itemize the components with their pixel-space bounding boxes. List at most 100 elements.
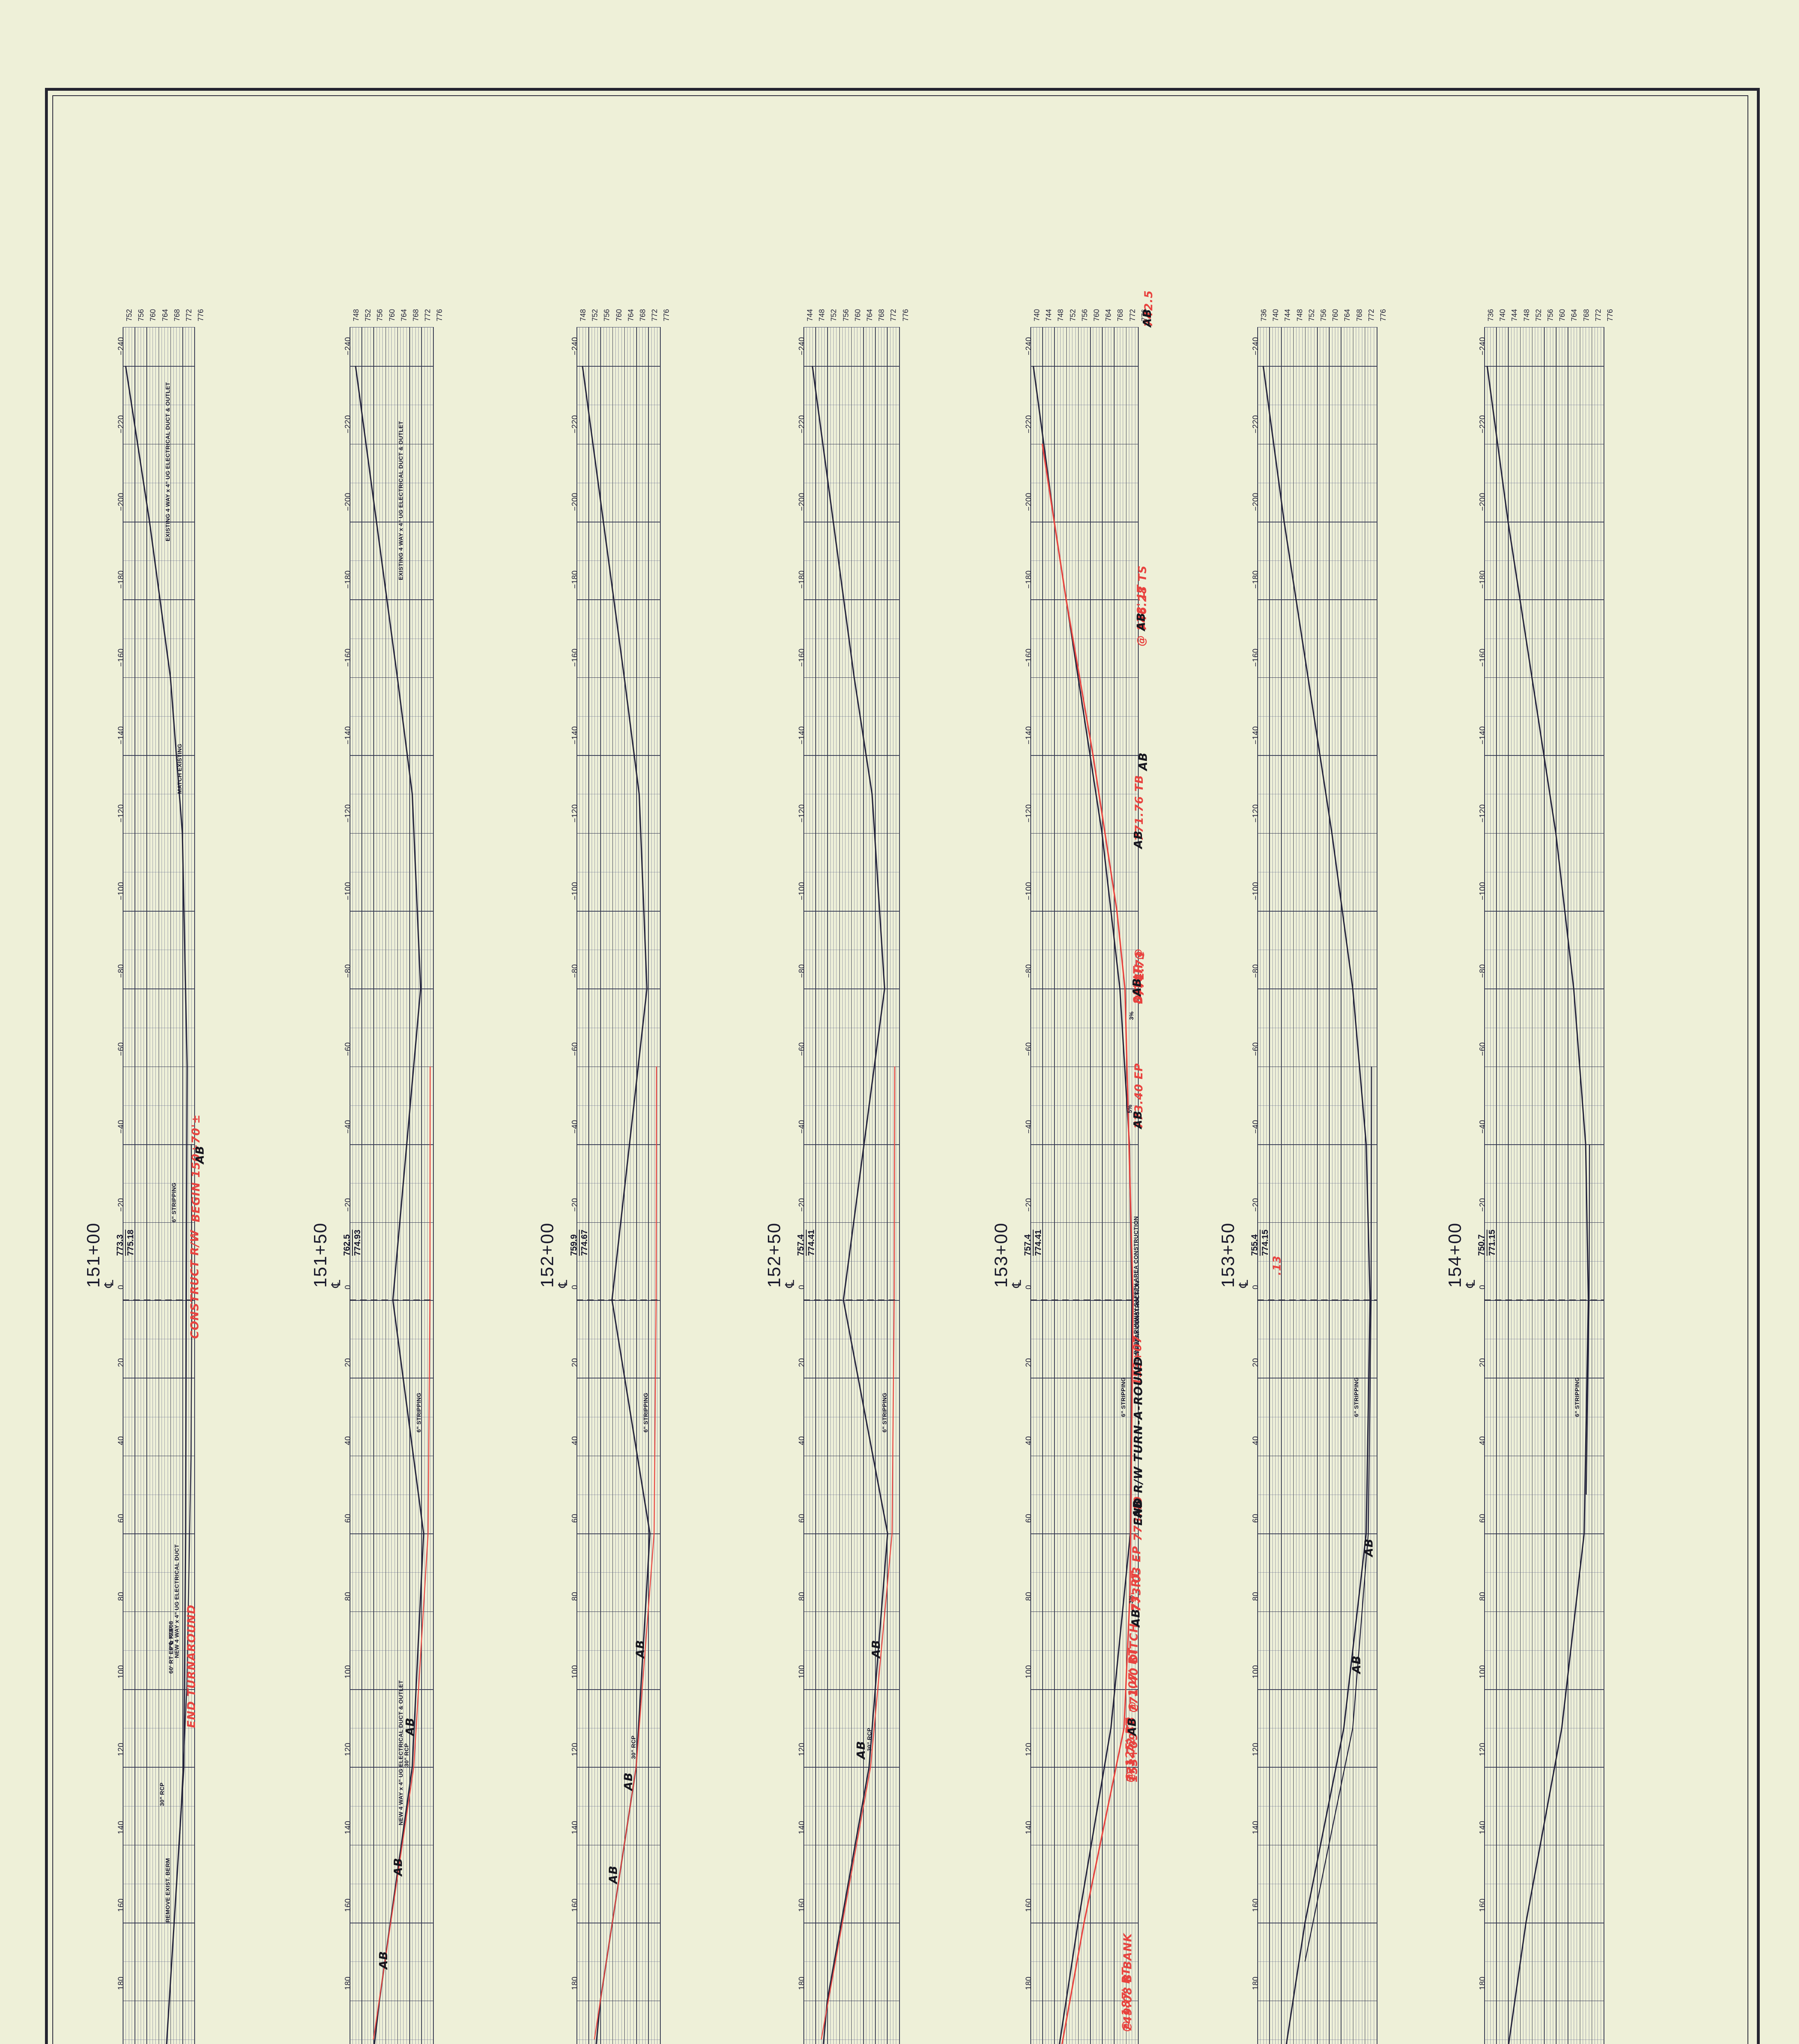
centerline-symbol: ℄ xyxy=(1464,1280,1478,1288)
elevation-gridline xyxy=(1039,327,1040,2044)
offset-gridline-major xyxy=(803,1767,899,1768)
elevation-gridline xyxy=(155,327,156,2044)
offset-gridline xyxy=(350,716,433,717)
offset-gridline-major xyxy=(1030,1144,1138,1145)
offset-gridline-major xyxy=(576,833,660,834)
offset-gridline-major xyxy=(350,1222,433,1223)
offset-gridline-major xyxy=(1030,366,1138,367)
elevation-gridline-major xyxy=(1544,327,1545,2044)
elevation-gridline xyxy=(651,327,652,2044)
elevation-gridline-major xyxy=(863,327,864,2044)
offset-gridline-major xyxy=(803,833,899,834)
offset-gridline-major xyxy=(1030,1455,1138,1457)
offset-gridline-major xyxy=(350,444,433,445)
elevation-gridline-major xyxy=(373,327,374,2044)
elevation-gridline-major xyxy=(1137,327,1139,2044)
sheet-inner-border xyxy=(52,95,1748,2044)
existing-ground-line xyxy=(1263,365,1371,2044)
elevation-gridline xyxy=(185,327,186,2044)
offset-gridline xyxy=(803,560,899,561)
offset-gridline-major xyxy=(123,833,195,834)
offset-gridline xyxy=(1257,1572,1377,1573)
elevation-gridline-major xyxy=(1591,327,1593,2044)
offset-gridline xyxy=(576,1572,660,1573)
offset-gridline xyxy=(123,1961,195,1962)
offset-gridline-major xyxy=(576,599,660,600)
offset-gridline-major xyxy=(1030,1222,1138,1223)
offset-gridline-major xyxy=(1030,988,1138,989)
elevation-gridline xyxy=(1060,327,1061,2044)
elevation-gridline-major xyxy=(827,327,828,2044)
elevation-gridline-major xyxy=(1090,327,1091,2044)
elevation-gridline xyxy=(382,327,383,2044)
design-grade-line xyxy=(373,1066,431,2040)
elevation-gridline xyxy=(1075,327,1076,2044)
offset-gridline xyxy=(123,1650,195,1651)
elevation-gridline xyxy=(173,327,174,2044)
elevation-gridline xyxy=(176,327,177,2044)
offset-gridline-major xyxy=(576,1845,660,1846)
elevation-gridline-major xyxy=(1030,327,1031,2044)
elevation-gridline-major xyxy=(660,327,661,2044)
elevation-gridline-major xyxy=(170,327,171,2044)
elevation-gridline-major xyxy=(1317,327,1318,2044)
offset-gridline-major xyxy=(1484,1144,1604,1145)
offset-gridline-major xyxy=(1030,1689,1138,1690)
elevation-gridline xyxy=(1296,327,1297,2044)
elevation-gridline-major xyxy=(1114,327,1115,2044)
offset-gridline-major xyxy=(123,755,195,756)
offset-gridline xyxy=(123,560,195,561)
elevation-gridline-major xyxy=(1508,327,1509,2044)
offset-gridline-major xyxy=(1257,1689,1377,1690)
elevation-gridline xyxy=(645,327,646,2044)
offset-gridline xyxy=(1257,1961,1377,1962)
elevation-gridline xyxy=(854,327,855,2044)
offset-gridline xyxy=(1484,1261,1604,1262)
elevation-gridline-major xyxy=(1579,327,1581,2044)
offset-gridline-major xyxy=(1030,599,1138,600)
offset-gridline-major xyxy=(576,1222,660,1223)
offset-gridline-major xyxy=(803,755,899,756)
offset-gridline-major xyxy=(1257,444,1377,445)
offset-gridline-major xyxy=(803,1845,899,1846)
elevation-gridline-major xyxy=(1329,327,1330,2044)
offset-gridline-major xyxy=(123,1845,195,1846)
offset-gridline xyxy=(350,1572,433,1573)
elevation-gridline xyxy=(370,327,371,2044)
elevation-gridline xyxy=(842,327,843,2044)
offset-gridline xyxy=(1257,1261,1377,1262)
offset-gridline xyxy=(576,1105,660,1106)
offset-gridline-major xyxy=(576,1767,660,1768)
offset-gridline xyxy=(803,1572,899,1573)
offset-gridline-major xyxy=(576,755,660,756)
existing-ground-line xyxy=(355,365,424,2044)
elevation-gridline xyxy=(1069,327,1070,2044)
elevation-gridline-major xyxy=(421,327,422,2044)
elevation-gridline xyxy=(1493,327,1494,2044)
elevation-gridline-major xyxy=(1281,327,1282,2044)
offset-gridline-major xyxy=(803,444,899,445)
offset-gridline-major xyxy=(1257,1222,1377,1223)
elevation-gridline-major xyxy=(194,327,195,2044)
elevation-gridline xyxy=(654,327,655,2044)
elevation-gridline-major xyxy=(182,327,183,2044)
offset-gridline-major xyxy=(803,1611,899,1612)
elevation-gridline xyxy=(642,327,643,2044)
offset-gridline-major xyxy=(350,599,433,600)
elevation-gridline xyxy=(1597,327,1598,2044)
offset-gridline xyxy=(576,560,660,561)
elevation-gridline xyxy=(597,327,598,2044)
elevation-gridline xyxy=(1287,327,1288,2044)
offset-gridline-major xyxy=(576,677,660,678)
offset-gridline xyxy=(1484,716,1604,717)
elevation-gridline-major xyxy=(1364,327,1366,2044)
offset-gridline-major xyxy=(803,911,899,912)
elevation-gridline-major xyxy=(636,327,637,2044)
offset-gridline-major xyxy=(350,1144,433,1145)
elevation-gridline xyxy=(627,327,628,2044)
offset-gridline-major xyxy=(576,1611,660,1612)
elevation-gridline xyxy=(621,327,622,2044)
offset-gridline-major xyxy=(803,1222,899,1223)
elevation-gridline xyxy=(1275,327,1276,2044)
